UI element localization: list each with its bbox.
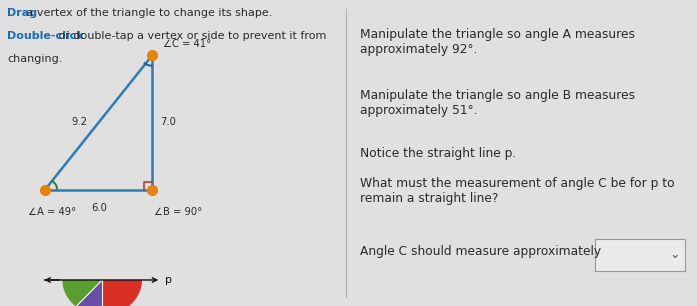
- Text: changing.: changing.: [7, 54, 62, 64]
- Text: Manipulate the triangle so angle B measures
approximately 51°.: Manipulate the triangle so angle B measu…: [360, 89, 636, 117]
- Text: Drag: Drag: [7, 8, 37, 18]
- Wedge shape: [102, 280, 142, 306]
- Text: ∠C = 41°: ∠C = 41°: [163, 39, 211, 49]
- Text: or double-tap a vertex or side to prevent it from: or double-tap a vertex or side to preven…: [55, 31, 326, 41]
- Text: ∠B = 90°: ∠B = 90°: [154, 207, 202, 217]
- Text: Manipulate the triangle so angle A measures
approximately 92°.: Manipulate the triangle so angle A measu…: [360, 28, 636, 56]
- Text: 7.0: 7.0: [160, 118, 176, 127]
- Text: ∠A = 49°: ∠A = 49°: [28, 207, 76, 217]
- Wedge shape: [76, 280, 102, 306]
- Text: 9.2: 9.2: [72, 118, 88, 127]
- FancyBboxPatch shape: [595, 239, 684, 271]
- Text: Angle C should measure approximately: Angle C should measure approximately: [360, 245, 602, 258]
- Wedge shape: [62, 280, 102, 306]
- Text: a vertex of the triangle to change its shape.: a vertex of the triangle to change its s…: [23, 8, 273, 18]
- Text: 6.0: 6.0: [91, 203, 107, 214]
- Text: Double-click: Double-click: [7, 31, 84, 41]
- Text: ⌄: ⌄: [669, 248, 680, 261]
- Text: p: p: [164, 275, 171, 285]
- Text: Notice the straight line p.: Notice the straight line p.: [360, 147, 516, 160]
- Text: What must the measurement of angle C be for p to
remain a straight line?: What must the measurement of angle C be …: [360, 177, 675, 206]
